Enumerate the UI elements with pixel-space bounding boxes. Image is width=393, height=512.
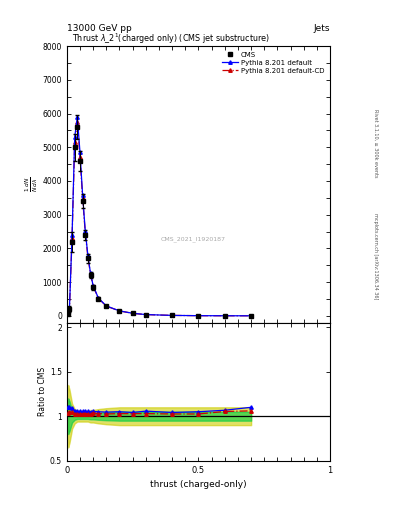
Pythia 8.201 default — [72, 134, 77, 140]
Pythia 8.201 default — [83, 227, 88, 233]
Pythia 8.201 default-CD — [67, 306, 72, 312]
Text: Thrust $\lambda\_2^1$(charged only) (CMS jet substructure): Thrust $\lambda\_2^1$(charged only) (CMS… — [72, 32, 270, 46]
Pythia 8.201 default — [91, 283, 95, 289]
Pythia 8.201 default — [86, 252, 90, 259]
Y-axis label: $\frac{1}{N}\frac{dN}{d\lambda}$: $\frac{1}{N}\frac{dN}{d\lambda}$ — [23, 177, 40, 192]
Pythia 8.201 default-CD — [86, 254, 90, 260]
Text: Rivet 3.1.10, ≥ 300k events: Rivet 3.1.10, ≥ 300k events — [373, 109, 378, 178]
Pythia 8.201 default-CD — [222, 313, 227, 319]
Pythia 8.201 default — [70, 232, 74, 238]
Pythia 8.201 default-CD — [117, 308, 122, 314]
Pythia 8.201 default — [66, 311, 70, 317]
Pythia 8.201 default-CD — [130, 310, 135, 316]
Pythia 8.201 default-CD — [80, 195, 85, 201]
Pythia 8.201 default-CD — [249, 313, 253, 319]
Pythia 8.201 default-CD — [66, 311, 70, 317]
Pythia 8.201 default — [104, 303, 108, 309]
Pythia 8.201 default — [196, 313, 201, 319]
Pythia 8.201 default — [130, 310, 135, 316]
Pythia 8.201 default — [96, 295, 101, 301]
Pythia 8.201 default-CD — [75, 119, 80, 125]
Pythia 8.201 default — [78, 149, 83, 155]
X-axis label: thrust (charged-only): thrust (charged-only) — [150, 480, 247, 489]
Pythia 8.201 default-CD — [78, 154, 83, 160]
Text: Jets: Jets — [314, 24, 330, 33]
Pythia 8.201 default — [170, 312, 174, 318]
Pythia 8.201 default-CD — [170, 312, 174, 318]
Pythia 8.201 default-CD — [88, 271, 93, 278]
Pythia 8.201 default — [222, 313, 227, 319]
Pythia 8.201 default-CD — [104, 303, 108, 309]
Pythia 8.201 default-CD — [91, 283, 95, 289]
Line: Pythia 8.201 default-CD: Pythia 8.201 default-CD — [66, 120, 253, 317]
Pythia 8.201 default-CD — [143, 311, 148, 317]
Pythia 8.201 default-CD — [83, 229, 88, 236]
Pythia 8.201 default — [249, 313, 253, 319]
Pythia 8.201 default — [117, 308, 122, 314]
Pythia 8.201 default — [143, 311, 148, 317]
Pythia 8.201 default — [67, 305, 72, 311]
Pythia 8.201 default-CD — [96, 295, 101, 302]
Text: CMS_2021_I1920187: CMS_2021_I1920187 — [161, 237, 226, 243]
Pythia 8.201 default-CD — [196, 313, 201, 319]
Legend: CMS, Pythia 8.201 default, Pythia 8.201 default-CD: CMS, Pythia 8.201 default, Pythia 8.201 … — [220, 50, 327, 76]
Line: Pythia 8.201 default: Pythia 8.201 default — [66, 115, 253, 317]
Pythia 8.201 default — [80, 192, 85, 198]
Text: 13000 GeV pp: 13000 GeV pp — [67, 24, 132, 33]
Y-axis label: Ratio to CMS: Ratio to CMS — [38, 367, 47, 416]
Pythia 8.201 default-CD — [70, 235, 74, 241]
Pythia 8.201 default-CD — [72, 139, 77, 145]
Pythia 8.201 default — [75, 114, 80, 120]
Pythia 8.201 default — [88, 270, 93, 276]
Text: mcplots.cern.ch [arXiv:1306.34 36]: mcplots.cern.ch [arXiv:1306.34 36] — [373, 213, 378, 299]
